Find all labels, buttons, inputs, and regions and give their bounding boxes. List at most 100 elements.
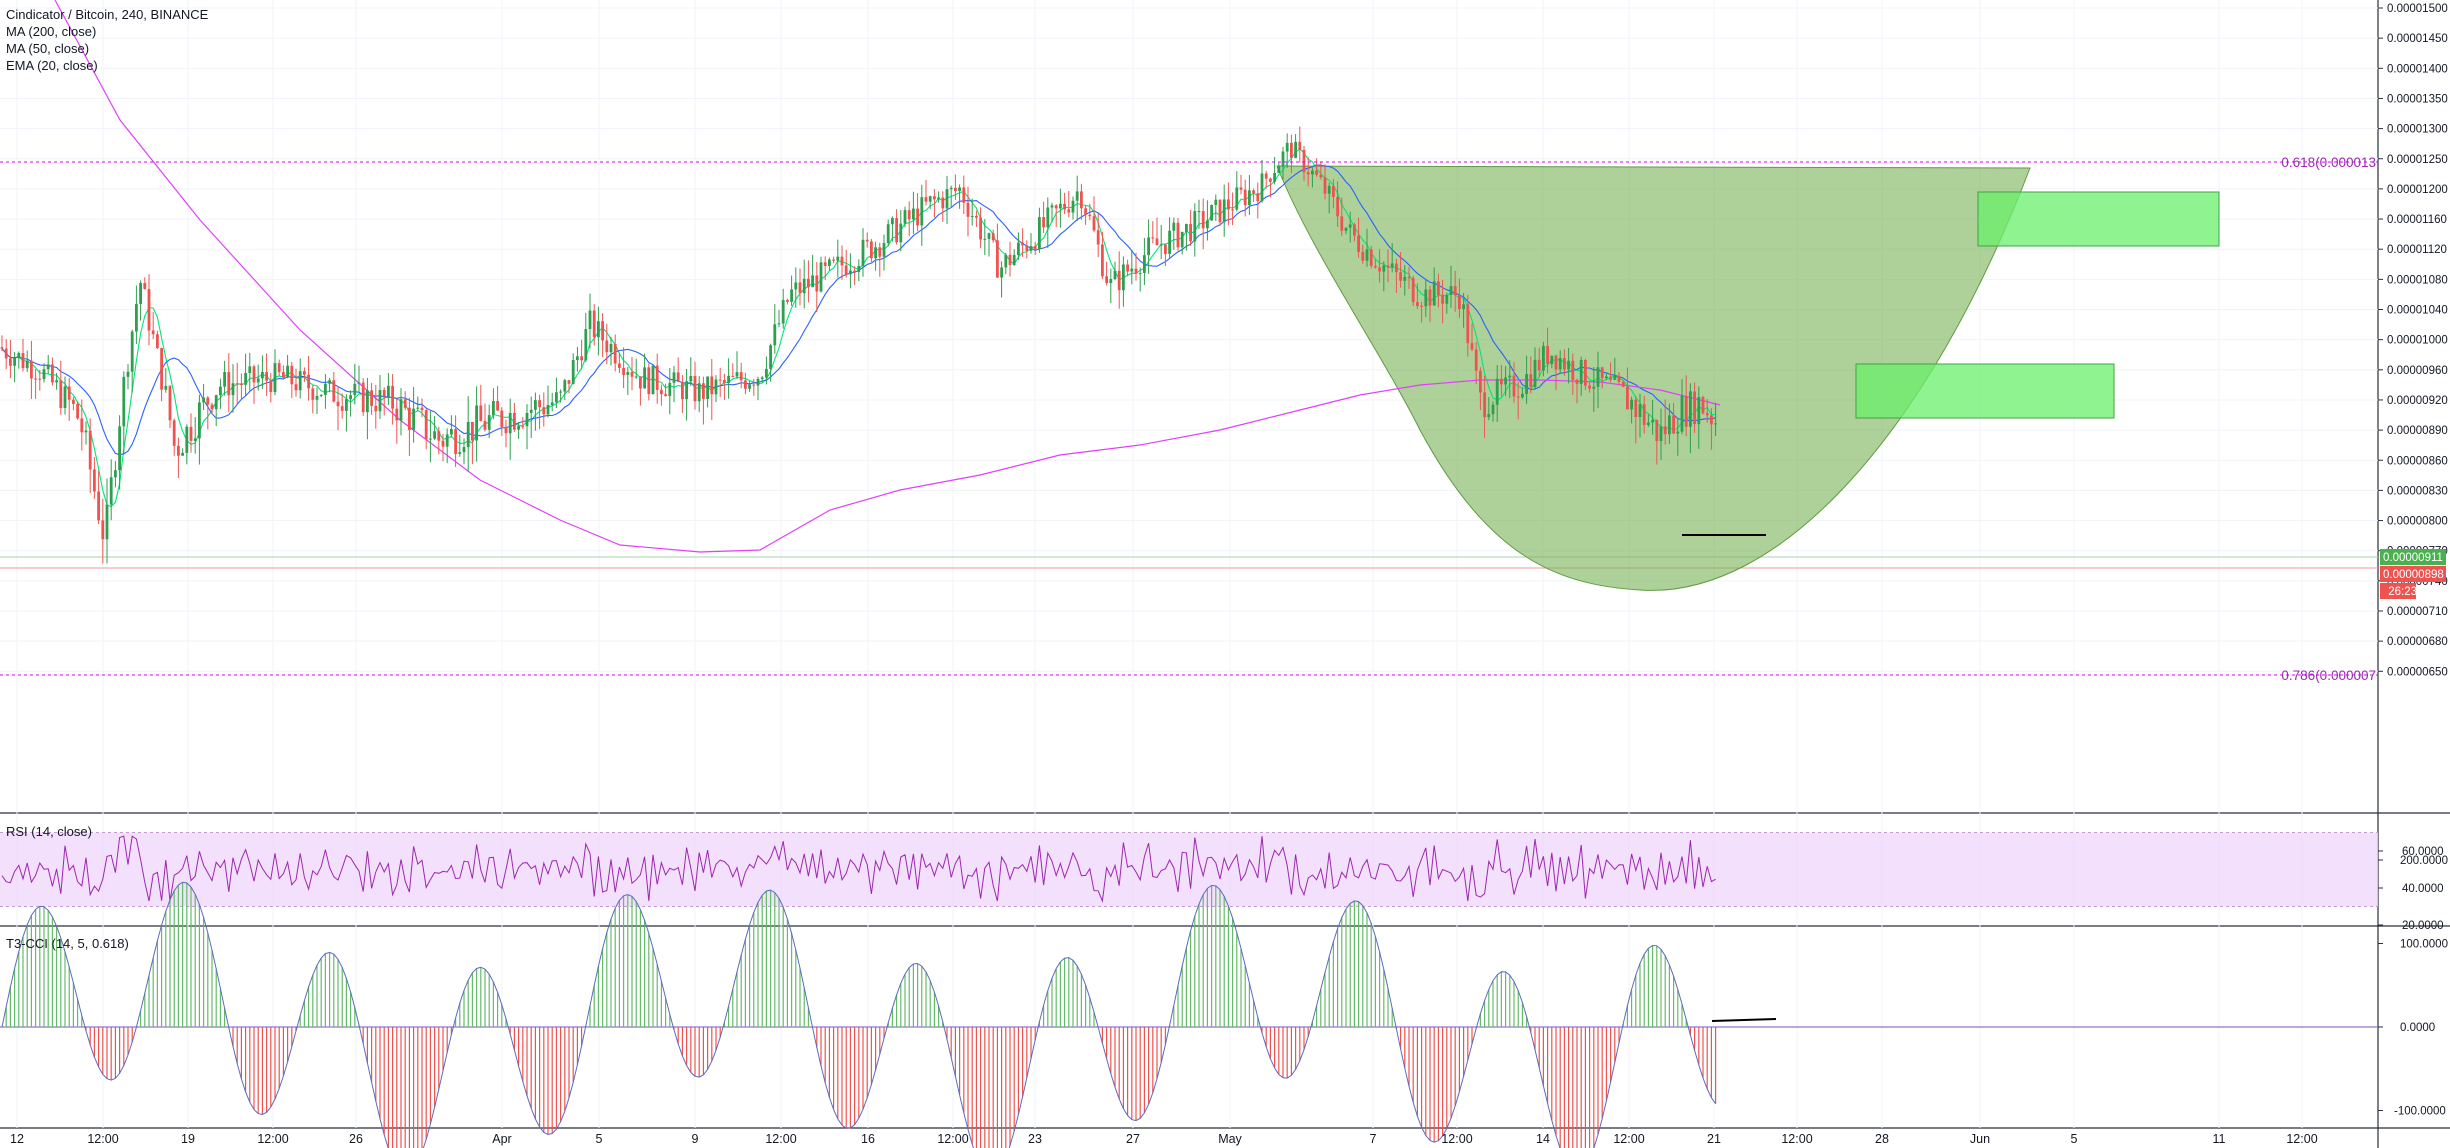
candle-body — [886, 224, 890, 243]
ma200-legend[interactable]: MA (200, close) — [6, 24, 97, 39]
candle-body — [315, 396, 319, 400]
price-axis-label: 0.00000680 — [2387, 636, 2448, 648]
time-axis-label: 12:00 — [257, 1132, 288, 1146]
candle-body — [760, 377, 764, 380]
candle-body — [1424, 289, 1428, 307]
candle-body — [714, 379, 718, 395]
candle-body — [294, 384, 298, 391]
candle-body — [1164, 244, 1167, 254]
candle-body — [1668, 415, 1671, 435]
candle-body — [1697, 397, 1701, 425]
candle-body — [609, 344, 613, 353]
candle-body — [164, 386, 168, 390]
candle-body — [1327, 185, 1331, 194]
candle-body — [685, 381, 688, 400]
price-axis-label: 0.00001120 — [2387, 244, 2447, 256]
candle-body — [1466, 304, 1470, 344]
ema20-legend[interactable]: EMA (20, close) — [6, 58, 98, 73]
candle-body — [534, 400, 537, 410]
candle-body — [1197, 211, 1201, 213]
candle-body — [118, 426, 121, 471]
candle-body — [198, 402, 201, 439]
time-axis-label: 9 — [692, 1132, 699, 1146]
candle-body — [1382, 265, 1386, 272]
price-tag-bg — [2380, 566, 2446, 582]
chart-legend: Cindicator / Bitcoin, 240, BINANCE MA (2… — [6, 6, 208, 74]
symbol-legend[interactable]: Cindicator / Bitcoin, 240, BINANCE — [6, 7, 209, 22]
candle-body — [1705, 413, 1709, 416]
candle-body — [483, 420, 487, 430]
candle-body — [1075, 191, 1079, 201]
candle-body — [1714, 423, 1717, 425]
time-axis[interactable]: 12 12:00 19 12:00 26 Apr 5 9 12:00 16 12:00 23 27 May… — [10, 1132, 2318, 1146]
candle-body — [975, 215, 978, 218]
candle-body — [903, 210, 907, 224]
candle-body — [727, 375, 730, 383]
candle-body — [223, 372, 226, 387]
candle-body — [471, 421, 474, 441]
cci-axis[interactable]: 200.0000100.00000.0000-100.0000-200.0000 — [2378, 855, 2448, 1148]
candle-body — [1000, 267, 1003, 278]
candle-body — [454, 429, 457, 454]
candle-body — [504, 426, 508, 434]
candle-body — [168, 386, 172, 421]
candle-body — [1579, 360, 1583, 384]
candle-body — [487, 415, 491, 430]
fibonacci-levels[interactable]: 0.618(0.000013 0.786(0.000007 — [0, 155, 2378, 683]
candle-body — [1088, 214, 1092, 217]
candle-body — [374, 405, 378, 412]
rsi-axis[interactable]: 60.0000 40.0000 20.0000 — [2378, 846, 2444, 932]
rsi-legend[interactable]: RSI (14, close) — [6, 824, 92, 839]
candle-body — [811, 275, 814, 288]
candle-body — [702, 383, 705, 399]
candle-body — [622, 367, 625, 375]
candle-body — [672, 372, 676, 383]
candle-body — [1138, 272, 1142, 274]
candle-body — [1336, 196, 1339, 217]
candle-body — [525, 412, 529, 427]
candle-body — [277, 363, 281, 373]
time-axis-label: 12 — [10, 1132, 24, 1146]
time-axis-label: 21 — [1707, 1132, 1721, 1146]
time-axis-label: 12:00 — [937, 1132, 968, 1146]
candle-body — [1290, 142, 1293, 158]
cci-pane — [0, 881, 2378, 1148]
candle-body — [1420, 305, 1423, 307]
candle-body — [1537, 359, 1541, 371]
candle-body — [1113, 270, 1117, 280]
candle-body — [156, 334, 159, 349]
time-axis-label: 27 — [1126, 1132, 1140, 1146]
candle-body — [1176, 222, 1180, 248]
price-axis-label: 0.00000960 — [2387, 365, 2448, 377]
candle-body — [508, 412, 512, 434]
candle-body — [286, 365, 289, 378]
candle-body — [353, 383, 357, 396]
drawing-objects[interactable] — [1276, 165, 2220, 591]
candle-body — [1348, 224, 1352, 228]
candle-body — [1134, 268, 1138, 274]
candle-body — [1647, 422, 1650, 426]
candle-body — [4, 348, 8, 359]
candle-body — [1147, 237, 1150, 256]
candle-body — [655, 365, 659, 390]
price-axis-label: 0.00000830 — [2387, 485, 2448, 497]
drawing-objects-front[interactable] — [1682, 534, 1777, 1022]
candle-body — [1260, 173, 1264, 202]
candle-body — [1269, 178, 1272, 182]
candle-body — [1021, 242, 1024, 246]
candle-body — [450, 429, 453, 435]
cci-legend[interactable]: T3-CCI (14, 5, 0.618) — [6, 936, 129, 951]
candle-body — [34, 378, 37, 380]
target-box-upper — [1977, 191, 2220, 247]
candle-body — [991, 233, 995, 241]
candle-body — [17, 353, 21, 359]
candle-body — [693, 375, 697, 402]
candle-body — [84, 430, 88, 433]
ma50-legend[interactable]: MA (50, close) — [6, 41, 90, 56]
candle-body — [1080, 191, 1083, 209]
candle-body — [844, 265, 848, 275]
candle-body — [1117, 270, 1121, 291]
candle-body — [496, 401, 499, 411]
candle-body — [366, 390, 369, 413]
